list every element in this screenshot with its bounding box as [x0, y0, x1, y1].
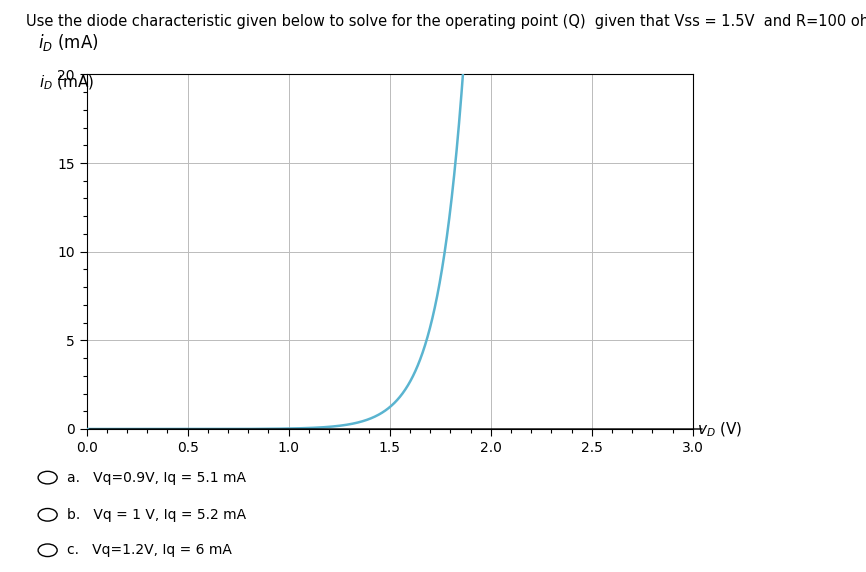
Text: $i_D$ (mA): $i_D$ (mA)	[38, 32, 99, 53]
Text: c.   Vq=1.2V, Iq = 6 mA: c. Vq=1.2V, Iq = 6 mA	[67, 543, 231, 557]
Text: b.   Vq = 1 V, Iq = 5.2 mA: b. Vq = 1 V, Iq = 5.2 mA	[67, 508, 246, 522]
Text: a.   Vq=0.9V, Iq = 5.1 mA: a. Vq=0.9V, Iq = 5.1 mA	[67, 471, 246, 484]
Text: $v_D$ (V): $v_D$ (V)	[697, 421, 743, 439]
Text: $i_D$ (mA): $i_D$ (mA)	[39, 74, 94, 92]
Text: Use the diode characteristic given below to solve for the operating point (Q)  g: Use the diode characteristic given below…	[26, 14, 866, 29]
